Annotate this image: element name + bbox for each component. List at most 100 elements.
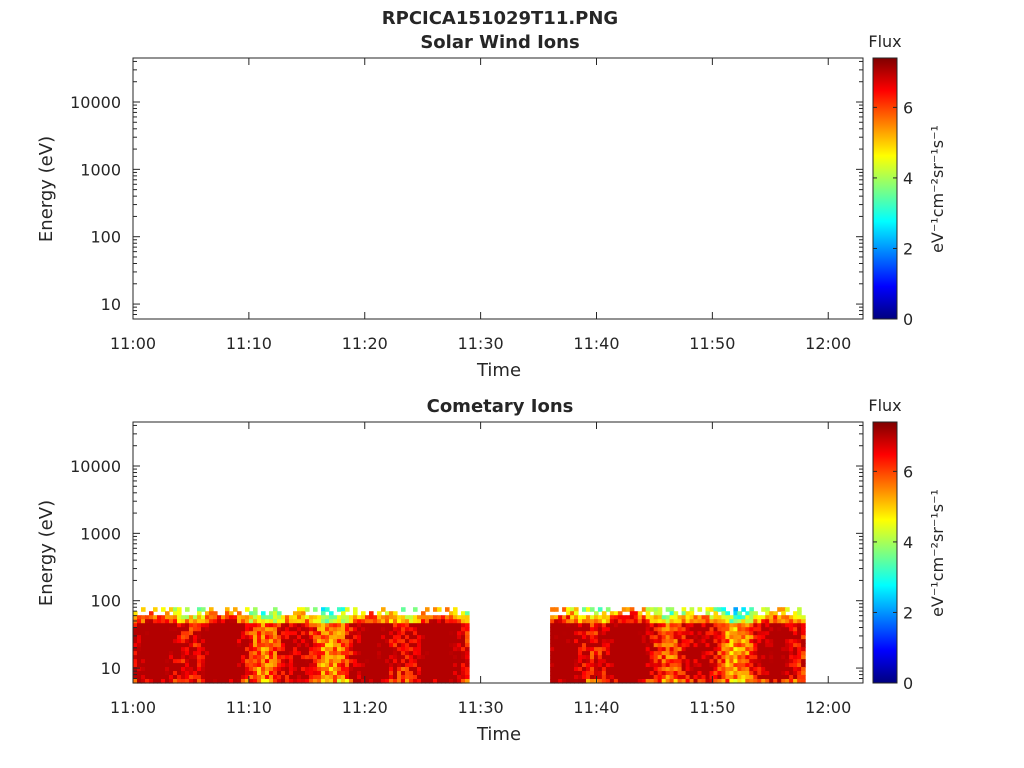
flux-cell [229, 659, 234, 664]
flux-cell [165, 635, 170, 640]
flux-cell [777, 627, 782, 632]
flux-cell [601, 619, 607, 624]
flux-cell [725, 671, 730, 676]
flux-cell [265, 655, 270, 660]
flux-cell [289, 659, 294, 664]
flux-cell [325, 671, 330, 676]
flux-cell [753, 619, 758, 624]
flux-cell [461, 643, 466, 648]
flux-cell [173, 643, 178, 648]
flux-cell [261, 615, 266, 620]
flux-cell [309, 643, 314, 648]
flux-cell [197, 635, 202, 640]
flux-cell [761, 643, 766, 648]
flux-cell [177, 635, 182, 640]
flux-cell [405, 671, 410, 676]
flux-cell [777, 667, 782, 672]
flux-cell [465, 647, 470, 652]
flux-cell [677, 643, 683, 648]
flux-cell [562, 675, 567, 680]
flux-cell [217, 643, 222, 648]
flux-cell [709, 619, 715, 624]
flux-cell [213, 631, 218, 636]
flux-cell [273, 675, 278, 680]
flux-cell [574, 635, 579, 640]
flux-cell [633, 667, 639, 672]
flux-cell [789, 663, 794, 668]
flux-cell [397, 635, 402, 640]
flux-cell [413, 667, 418, 672]
flux-cell [221, 615, 226, 620]
flux-cell [221, 623, 226, 628]
flux-cell [253, 635, 258, 640]
flux-cell [633, 647, 639, 652]
flux-cell [685, 675, 691, 680]
flux-cell [197, 615, 202, 620]
flux-cell [761, 647, 766, 652]
flux-cell [257, 619, 262, 624]
flux-cell [233, 679, 238, 684]
flux-cell [749, 679, 754, 684]
flux-cell [733, 659, 738, 664]
flux-cell [401, 647, 406, 652]
flux-cell [737, 627, 742, 632]
flux-cell [433, 643, 438, 648]
flux-cell [253, 627, 258, 632]
flux-cell [409, 667, 414, 672]
flux-cell [601, 671, 607, 676]
flux-cell [685, 619, 691, 624]
flux-cell [205, 659, 210, 664]
flux-cell [313, 679, 318, 684]
flux-cell [329, 615, 334, 620]
flux-cell [669, 635, 675, 640]
flux-cell [397, 671, 402, 676]
flux-cell [373, 631, 378, 636]
flux-cell [253, 611, 258, 616]
flux-cell [357, 663, 362, 668]
flux-cell [582, 675, 587, 680]
flux-cell [133, 631, 138, 636]
flux-cell [417, 655, 422, 660]
flux-cell [177, 651, 182, 656]
flux-cell [221, 631, 226, 636]
flux-cell [249, 647, 254, 652]
flux-cell [337, 627, 342, 632]
flux-cell [169, 615, 174, 620]
flux-cell [193, 675, 198, 680]
flux-cell [449, 627, 454, 632]
flux-cell [777, 635, 782, 640]
colorbar-tick-label: 0 [903, 310, 913, 329]
flux-cell [705, 611, 711, 616]
flux-cell [641, 639, 647, 644]
flux-cell [213, 663, 218, 668]
flux-cell [633, 643, 639, 648]
flux-cell [373, 639, 378, 644]
flux-cell [281, 667, 286, 672]
flux-cell [377, 615, 382, 620]
flux-cell [697, 635, 703, 640]
flux-cell [165, 655, 170, 660]
flux-cell [429, 623, 434, 628]
flux-cell [425, 663, 430, 668]
flux-cell [558, 639, 563, 644]
flux-cell [133, 667, 138, 672]
flux-cell [281, 615, 286, 620]
flux-cell [629, 679, 635, 684]
flux-cell [285, 639, 290, 644]
flux-cell [277, 655, 282, 660]
flux-cell [365, 631, 370, 636]
flux-cell [297, 627, 302, 632]
flux-cell [317, 647, 322, 652]
flux-cell [605, 643, 611, 648]
flux-cell [433, 619, 438, 624]
flux-cell [357, 643, 362, 648]
flux-cell [217, 659, 222, 664]
flux-cell [721, 671, 726, 676]
flux-cell [241, 643, 246, 648]
flux-cell [361, 627, 366, 632]
flux-cell [769, 635, 774, 640]
flux-cell [717, 619, 722, 624]
flux-cell [233, 615, 238, 620]
x-tick-label: 11:50 [689, 698, 735, 717]
